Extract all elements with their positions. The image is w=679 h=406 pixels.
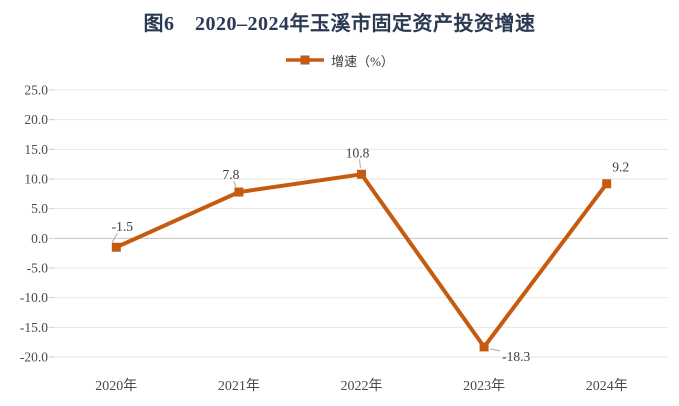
x-axis-label: 2022年 xyxy=(341,378,383,394)
y-tick-label: -5.0 xyxy=(27,261,49,276)
plot-area: 25.0 20.0 15.0 10.0 5.0 0.0 -5.0 -10.0 -15.0 -20.… xyxy=(0,78,679,406)
data-point-marker xyxy=(111,242,121,252)
data-point-marker xyxy=(602,179,612,189)
data-label-leader-line xyxy=(359,159,361,169)
y-tick-label: 15.0 xyxy=(24,142,48,157)
legend-label: 增速（%） xyxy=(331,53,394,69)
chart-title: 图6 2020–2024年玉溪市固定资产投资增速 xyxy=(143,13,536,35)
legend: 增速（%） xyxy=(0,52,679,69)
x-axis-label: 2021年 xyxy=(218,378,260,394)
y-tick-label: 0.0 xyxy=(31,231,48,246)
x-axis-label: 2020年 xyxy=(95,378,137,394)
series-line xyxy=(114,172,609,349)
y-tick-label: 5.0 xyxy=(31,201,48,216)
data-point-marker xyxy=(357,169,366,179)
y-tick-label: 20.0 xyxy=(24,112,48,127)
x-axis-label: 2024年 xyxy=(586,378,628,394)
data-label-leader-line xyxy=(233,180,237,188)
data-label: -18.3 xyxy=(502,349,530,364)
data-label: 9.2 xyxy=(612,160,629,175)
y-tick-label: -20.0 xyxy=(20,350,48,365)
y-tick-label: -10.0 xyxy=(20,290,48,305)
data-label-leader-line xyxy=(490,348,501,352)
y-tick-label: -15.0 xyxy=(20,320,48,335)
legend-line-marker-icon xyxy=(286,55,325,65)
data-point-marker xyxy=(234,187,244,197)
data-point-marker xyxy=(479,342,489,352)
data-label: 7.8 xyxy=(222,167,239,182)
x-axis-label: 2023年 xyxy=(463,378,505,394)
line-chart-svg: 25.0 20.0 15.0 10.0 5.0 0.0 -5.0 -10.0 -15.0 -20.… xyxy=(20,83,668,394)
data-label: -1.5 xyxy=(112,219,134,234)
y-tick-label: 25.0 xyxy=(24,83,48,98)
data-label: 10.8 xyxy=(346,145,370,160)
y-tick-label: 10.0 xyxy=(24,172,48,187)
data-label-leader-line xyxy=(111,232,118,243)
